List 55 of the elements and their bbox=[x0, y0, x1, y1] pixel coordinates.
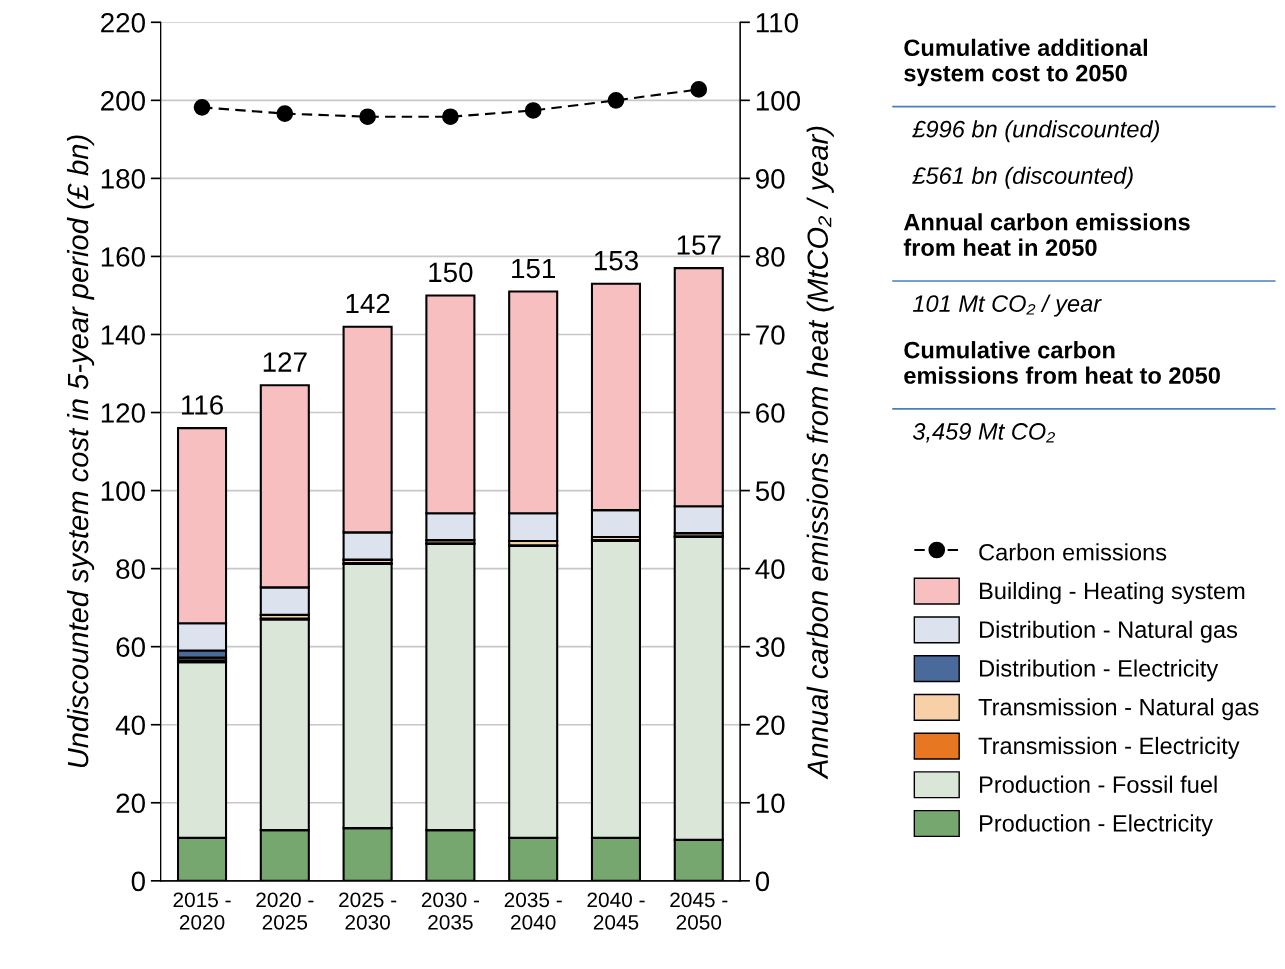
total-label: 142 bbox=[346, 293, 390, 314]
x-tick-label: 2040 - 2045 bbox=[587, 892, 645, 930]
x-tick-label: 2015 - 2020 bbox=[173, 892, 231, 930]
text: Cumulative additional system cost to 2050 bbox=[904, 38, 1148, 87]
total-label: 151 bbox=[512, 258, 555, 279]
x-tick-label: 2035 - 2040 bbox=[504, 892, 562, 930]
legend-label: Production - Electricity bbox=[980, 814, 1213, 837]
y2-tick-label: 60 bbox=[756, 403, 785, 423]
legend-label: Building - Heating system bbox=[980, 581, 1245, 604]
y2-tick-label: 10 bbox=[756, 793, 785, 814]
x-tick-label: 2020 - 2025 bbox=[256, 892, 314, 930]
total-label: 150 bbox=[429, 262, 473, 283]
y2-tick-label: 70 bbox=[756, 325, 785, 345]
y-tick-label: 20 bbox=[116, 793, 145, 814]
text: 3,459 Mt CO₂ bbox=[912, 423, 1056, 443]
text: Annual carbon emissions from heat in 2050 bbox=[903, 213, 1190, 256]
y-tick-label: 220 bbox=[101, 12, 145, 33]
y-tick-label: 0 bbox=[131, 871, 145, 892]
y2-tick-label: 40 bbox=[755, 559, 785, 579]
y-axis-title: Undiscounted system cost in 5-year period (£ bn) bbox=[66, 135, 95, 768]
legend-label: Transmission - Natural gas bbox=[978, 698, 1259, 721]
legend-label: Transmission - Electricity bbox=[978, 736, 1240, 759]
total-label: 153 bbox=[594, 250, 638, 271]
text: £561 bn (discounted) bbox=[912, 166, 1133, 189]
legend-label: Production - Fossil fuel bbox=[980, 775, 1217, 793]
total-label: 127 bbox=[263, 352, 307, 372]
total-label: 116 bbox=[181, 395, 223, 415]
y2-axis-title: Annual carbon emissions from heat (MtCO₂ / year) bbox=[806, 126, 834, 780]
y-tick-label: 200 bbox=[101, 91, 145, 111]
legend-label: Carbon emissions bbox=[979, 543, 1167, 561]
text: £996 bn (undiscounted) bbox=[912, 120, 1160, 143]
y-tick-label: 40 bbox=[115, 715, 145, 736]
legend-label: Distribution - Electricity bbox=[980, 659, 1219, 682]
y2-tick-label: 80 bbox=[755, 247, 785, 267]
y-tick-label: 140 bbox=[101, 325, 145, 345]
y-tick-label: 120 bbox=[101, 403, 145, 423]
x-tick-label: 2045 - 2050 bbox=[670, 892, 728, 930]
legend-label: Distribution - Natural gas bbox=[980, 620, 1238, 643]
y-tick-label: 100 bbox=[101, 481, 145, 501]
total-label: 157 bbox=[677, 235, 721, 255]
y2-tick-label: 50 bbox=[755, 481, 785, 501]
text: Cumulative carbon emissions from heat to 2050 bbox=[904, 341, 1220, 384]
y2-tick-label: 0 bbox=[755, 871, 770, 892]
text: 101 Mt CO₂ / year bbox=[912, 294, 1102, 317]
y-tick-label: 80 bbox=[116, 559, 145, 579]
y2-tick-label: 110 bbox=[756, 12, 798, 33]
y2-tick-label: 90 bbox=[756, 169, 785, 189]
y2-tick-label: 100 bbox=[756, 91, 800, 111]
y-tick-label: 60 bbox=[116, 637, 145, 658]
x-tick-label: 2025 - 2030 bbox=[339, 892, 397, 930]
y-tick-label: 160 bbox=[101, 247, 145, 267]
y2-tick-label: 30 bbox=[755, 637, 785, 658]
x-tick-label: 2030 - 2035 bbox=[421, 892, 480, 930]
y2-tick-label: 20 bbox=[756, 715, 785, 736]
y-tick-label: 180 bbox=[101, 169, 145, 189]
